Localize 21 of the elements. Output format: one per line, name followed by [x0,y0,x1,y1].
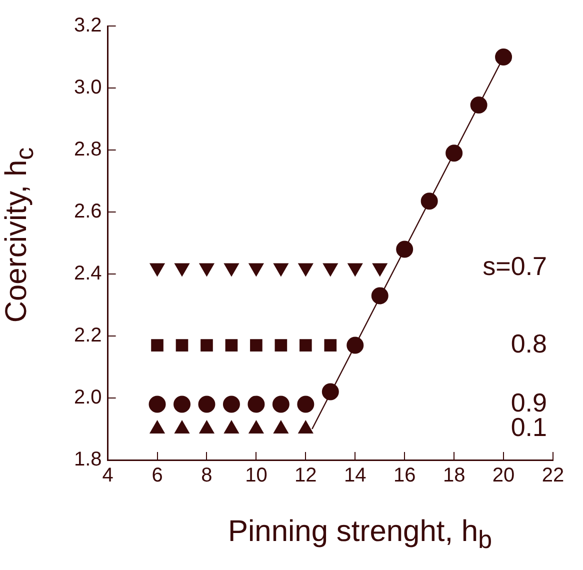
x-tick-label: 16 [393,464,416,487]
x-axis-title: Pinning strenght, h$_{b}$ [226,515,494,555]
text: 0.8 [510,328,547,358]
y-tick-label: 2.8 [74,138,102,161]
y-tick-label: 3.2 [74,14,102,37]
y-tick-label: 2.4 [74,262,102,285]
x-tick-label: 20 [492,464,515,487]
y-tick-label: 2.6 [74,200,102,223]
x-tick-label: 10 [245,464,268,487]
text: s=0.7 [482,250,547,281]
y-tick-label: 2.0 [74,386,102,409]
y-tick-label: 3.0 [74,76,102,99]
x-tick-label: 22 [542,464,564,487]
y-tick-label: 2.2 [74,324,102,347]
y-tick-label: 1.8 [74,448,102,471]
x-tick-label: 6 [152,464,163,487]
x-tick-label: 4 [102,464,114,487]
x-tick-label: 14 [344,464,366,487]
x-tick-label: 18 [442,464,466,487]
x-tick-label: 8 [201,464,212,487]
x-tick-label: 12 [294,464,317,487]
